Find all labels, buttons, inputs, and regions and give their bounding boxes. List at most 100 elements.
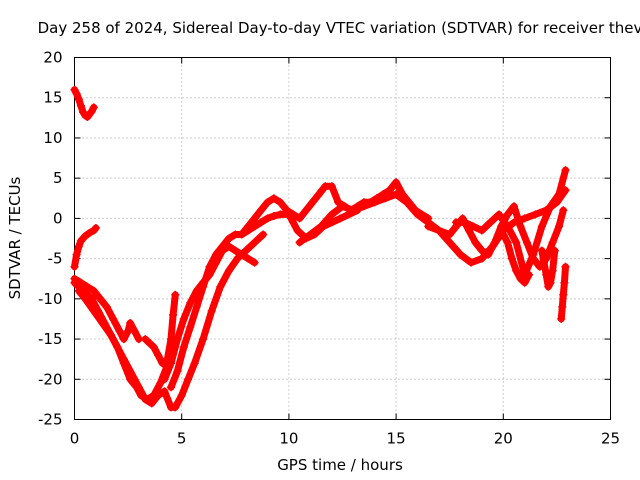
data-point [276,210,285,219]
data-point [555,222,563,231]
data-point [96,294,105,303]
data-point [134,383,143,392]
y-tick-label: -10 [38,290,63,308]
data-point [244,222,253,231]
data-point [91,224,100,232]
data-point [424,222,433,231]
series-track-13 [499,230,533,287]
series-track-15 [557,262,570,323]
data-point [507,254,516,263]
data-point [257,206,265,215]
x-axis-label: GPS time / hours [277,456,403,474]
y-tick-label: -5 [48,250,63,268]
data-point [224,266,233,275]
data-point [145,339,154,348]
data-point [184,375,193,384]
data-point [477,226,486,235]
data-point [282,206,291,215]
data-point [289,210,298,219]
data-point [216,282,225,291]
data-point [520,214,529,223]
data-point [89,306,98,315]
data-point [263,214,272,223]
data-point [257,218,265,227]
y-tick-label: -15 [38,330,63,348]
data-point [109,314,118,323]
data-point [544,282,553,291]
data-point [555,190,563,199]
data-point [327,182,336,191]
data-point [76,101,85,110]
data-point [154,391,163,400]
data-point [559,206,568,215]
data-point [295,214,304,223]
data-point [149,343,158,352]
data-point [510,202,518,211]
x-tick-labels: 0 5 10 15 20 25 [70,430,620,448]
data-point [548,238,557,247]
data-point [338,202,347,211]
data-point [250,214,259,223]
data-point [167,359,175,368]
data-point [392,190,401,199]
data-point [250,238,259,247]
data-point [74,286,83,295]
data-point [445,238,454,247]
data-point [160,375,169,384]
data-point [469,222,478,231]
data-point [179,314,188,323]
data-point [102,302,111,311]
data-point [537,246,546,255]
data-point [477,254,486,263]
data-point [199,335,208,344]
data-point [486,218,495,227]
data-point [160,387,169,396]
series-track-2 [70,224,100,271]
data-point [413,210,422,219]
data-point [445,230,454,239]
data-point [503,210,512,219]
data-point [529,250,538,259]
data-point [186,298,195,307]
data-point [542,270,551,279]
data-point [471,238,480,247]
series-track-5 [74,230,268,412]
data-point [512,266,521,275]
data-point [546,278,555,287]
data-point [503,222,512,231]
series-track-14 [537,246,559,291]
data-point [106,331,115,339]
y-tick-label: -25 [38,411,63,429]
data-point [85,228,94,237]
data-point [467,258,476,267]
data-point [98,319,107,327]
series-track-12 [452,166,570,279]
data-point [173,335,182,344]
data-point [558,302,567,311]
data-point [70,262,79,271]
data-point [154,351,163,360]
data-point [192,302,201,311]
data-point [520,278,529,287]
data-point [559,290,568,299]
plot-frame [74,57,611,420]
data-point [126,367,135,376]
data-point [212,258,220,267]
data-point [179,343,188,352]
x-tick-label: 0 [70,430,80,448]
x-tick-label: 10 [279,430,298,448]
data-point [522,238,531,247]
data-point [537,222,546,231]
series-track-8 [160,242,259,384]
data-point [89,286,98,295]
data-point [295,238,304,247]
data-point [171,290,180,299]
data-point [548,266,557,275]
data-point [561,166,570,175]
data-point [119,335,128,344]
data-point [167,383,175,392]
data-point [83,113,92,121]
data-point [334,198,343,207]
series-track-6 [141,290,180,368]
